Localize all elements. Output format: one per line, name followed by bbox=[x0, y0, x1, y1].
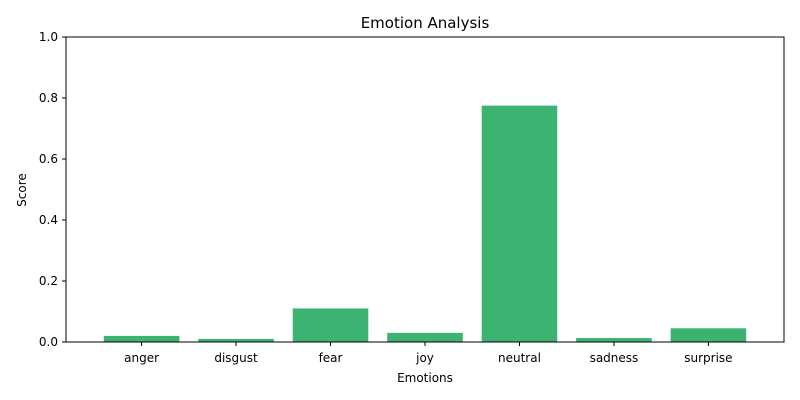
bar-surprise bbox=[670, 328, 747, 342]
y-tick-label: 1.0 bbox=[39, 30, 58, 44]
bar-disgust bbox=[198, 338, 274, 342]
y-tick-label: 0.4 bbox=[39, 213, 58, 227]
x-tick-label: disgust bbox=[214, 351, 258, 365]
x-tick-label: fear bbox=[319, 351, 343, 365]
x-tick-label: joy bbox=[415, 351, 434, 365]
y-tick-label: 0.6 bbox=[39, 152, 58, 166]
bar-anger bbox=[103, 335, 180, 342]
x-axis-ticks: anger disgust fear joy neutral sadness surpris… bbox=[124, 342, 733, 365]
y-axis-label: Score bbox=[15, 173, 29, 207]
x-axis-label: Emotions bbox=[397, 371, 453, 385]
bar-sadness bbox=[576, 338, 652, 342]
y-tick-label: 0.2 bbox=[39, 274, 58, 288]
x-tick-label: surprise bbox=[684, 351, 732, 365]
bar-fear bbox=[292, 308, 369, 342]
bar-neutral bbox=[481, 105, 558, 342]
chart-title: Emotion Analysis bbox=[361, 14, 490, 32]
x-tick-label: anger bbox=[124, 351, 159, 365]
x-tick-label: sadness bbox=[590, 351, 639, 365]
y-axis-ticks: 0.0 0.2 0.4 0.6 0.8 1.0 bbox=[39, 30, 66, 349]
bars-layer bbox=[103, 105, 747, 342]
y-tick-label: 0.0 bbox=[39, 335, 58, 349]
y-tick-label: 0.8 bbox=[39, 91, 58, 105]
x-tick-label: neutral bbox=[498, 351, 541, 365]
bar-joy bbox=[387, 332, 463, 342]
plot-frame bbox=[65, 36, 785, 343]
